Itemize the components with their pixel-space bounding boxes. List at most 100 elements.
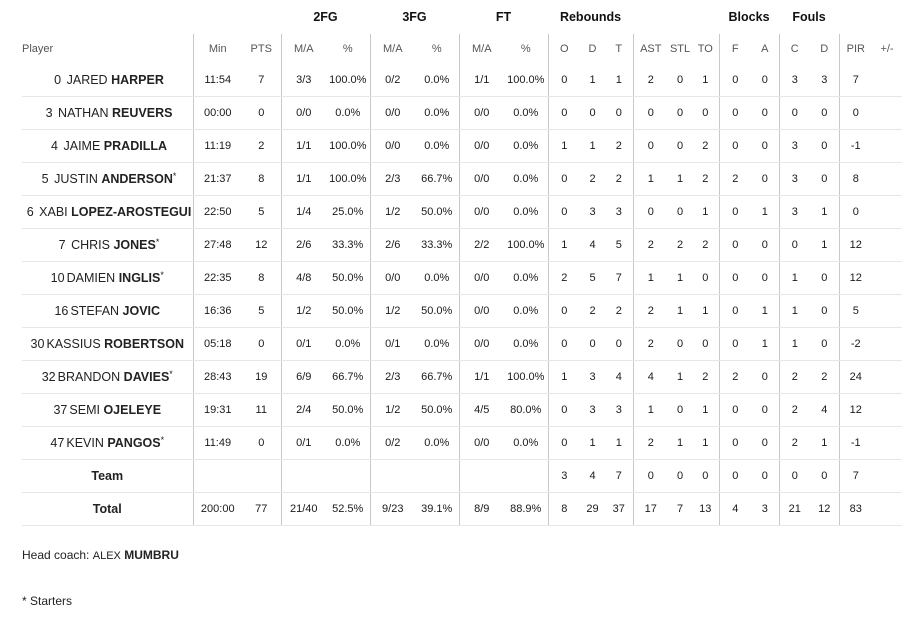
stat-blk-a: 0 [751, 162, 780, 196]
column-header-foul-d[interactable]: D [820, 43, 829, 55]
starters-note: * Starters [22, 594, 73, 608]
stat-ft-pct: 100.0% [504, 228, 548, 262]
stat-fg2-pct: 66.7% [326, 360, 370, 394]
column-header-reb-t[interactable]: T [615, 43, 623, 55]
stat-ast: 4 [632, 360, 669, 394]
stat-stl: 1 [668, 426, 693, 460]
player-name-cell[interactable]: 10 DAMIEN INGLIS* [22, 261, 193, 295]
stat-reb-t: 7 [605, 459, 634, 493]
stat-pm [872, 492, 903, 526]
column-header-reb-o[interactable]: O [547, 34, 580, 64]
stat-reb-o: 8 [547, 492, 580, 526]
stat-min: 05:18 [192, 327, 242, 361]
column-header-3fg-ma[interactable]: M/A [369, 34, 415, 64]
stat-to: 0 [692, 261, 720, 295]
stat-fg2-ma: 1/4 [280, 195, 326, 229]
stat-blk-a: 0 [751, 261, 780, 295]
player-last-name: DAVIES [123, 370, 170, 384]
stat-blk-f: 0 [718, 327, 752, 361]
player-name-cell[interactable]: 5 JUSTIN ANDERSON* [22, 162, 193, 196]
column-header-stl[interactable]: STL [669, 43, 691, 55]
stat-fg3-ma: 9/23 [369, 492, 415, 526]
stat-fg2-pct: 50.0% [326, 294, 370, 328]
stat-min: 11:54 [192, 64, 242, 97]
player-last-name: LOPEZ-AROSTEGUI [71, 205, 192, 219]
stat-pm [872, 162, 903, 196]
player-name-cell[interactable]: 37 SEMI OJELEYE [22, 393, 193, 427]
player-row: 16 STEFAN JOVIC 16:36 5 1/2 50.0% 1/2 50.0% 0/0 0… [22, 294, 903, 328]
player-name-cell[interactable]: 0 JARED HARPER [22, 64, 193, 97]
column-header-pir[interactable]: PIR [838, 34, 873, 64]
stat-ft-pct: 0.0% [504, 96, 548, 130]
column-header-blk-f[interactable]: F [718, 34, 752, 64]
player-name-cell[interactable]: 16 STEFAN JOVIC [22, 294, 193, 328]
stat-foul-c: 2 [778, 360, 811, 394]
player-name-cell[interactable]: 32 BRANDON DAVIES* [22, 360, 193, 394]
stat-min: 22:50 [192, 195, 242, 229]
player-name-cell[interactable]: 4 JAIME PRADILLA [22, 129, 193, 163]
stat-fg3-ma: 2/3 [369, 360, 415, 394]
player-row: 4 JAIME PRADILLA 11:19 2 1/1 100.0% 0/0 0.0% 0/0… [22, 129, 903, 163]
group-header-blank [22, 0, 193, 34]
stat-reb-d: 1 [580, 426, 605, 460]
column-header-blk-a[interactable]: A [761, 43, 769, 55]
stat-ft-ma: 4/5 [458, 393, 504, 427]
stat-fg2-ma: 6/9 [280, 360, 326, 394]
stat-ft-ma: 1/1 [458, 64, 504, 97]
stat-pm [872, 228, 903, 262]
column-header-2fg-pct[interactable]: % [342, 43, 353, 55]
player-name-cell[interactable]: 3 NATHAN REUVERS [22, 96, 193, 130]
column-header-foul-c[interactable]: C [778, 34, 811, 64]
stat-stl: 0 [668, 393, 693, 427]
column-header-min[interactable]: Min [192, 34, 242, 64]
column-header-row: Player Min PTS M/A % M/A % M/A % O D T A… [22, 34, 902, 64]
stat-reb-o: 0 [547, 426, 580, 460]
stat-fg3-pct: 66.7% [415, 162, 459, 196]
stat-ft-pct: 88.9% [504, 492, 548, 526]
stat-ast: 1 [632, 162, 669, 196]
stat-to: 2 [692, 129, 720, 163]
stat-fg2-pct [326, 459, 370, 493]
stat-ft-pct: 80.0% [504, 393, 548, 427]
player-first-name: JAIME [63, 139, 101, 153]
player-last-name: ROBERTSON [104, 337, 185, 351]
stat-reb-d: 0 [580, 327, 605, 361]
player-name-cell[interactable]: 47 KEVIN PANGOS* [22, 426, 193, 460]
player-number: 37 [53, 403, 68, 417]
column-header-ft-pct[interactable]: % [520, 43, 531, 55]
column-header-to[interactable]: TO [697, 43, 713, 55]
column-header-3fg-pct[interactable]: % [431, 43, 442, 55]
stat-pir: -2 [838, 327, 873, 361]
column-header-ast[interactable]: AST [632, 34, 669, 64]
column-header-2fg-ma[interactable]: M/A [280, 34, 326, 64]
column-header-plusminus[interactable]: +/- [880, 43, 894, 55]
player-name-cell[interactable]: 30 KASSIUS ROBERTSON [22, 327, 193, 361]
player-row: 37 SEMI OJELEYE 19:31 11 2/4 50.0% 1/2 50.0% 4/5… [22, 393, 903, 427]
player-name-cell[interactable]: 7 CHRIS JONES* [22, 228, 193, 262]
stat-ft-pct: 0.0% [504, 261, 548, 295]
player-number: 10 [50, 271, 65, 285]
player-name-cell[interactable]: 6 XABI LOPEZ-AROSTEGUI [22, 195, 193, 229]
stat-fg2-ma [280, 459, 326, 493]
stat-stl: 1 [668, 294, 693, 328]
column-header-player[interactable]: Player [22, 43, 54, 55]
stat-fg2-pct: 100.0% [326, 64, 370, 97]
stat-ft-ma: 8/9 [458, 492, 504, 526]
player-first-name: STEFAN [70, 304, 120, 318]
column-header-ft-ma[interactable]: M/A [458, 34, 504, 64]
stat-fg3-pct: 0.0% [415, 426, 459, 460]
stat-reb-o: 0 [547, 64, 580, 97]
stat-blk-f: 0 [718, 228, 752, 262]
stat-fg2-pct: 0.0% [326, 96, 370, 130]
stat-stl: 0 [668, 64, 693, 97]
player-number: 4 [51, 139, 58, 153]
stat-fg2-pct: 52.5% [326, 492, 370, 526]
column-header-reb-d[interactable]: D [588, 43, 597, 55]
stat-pm [872, 426, 903, 460]
stat-to: 1 [692, 393, 720, 427]
stat-fg3-pct: 50.0% [415, 195, 459, 229]
stat-reb-d: 4 [580, 228, 605, 262]
column-header-pts[interactable]: PTS [250, 43, 272, 55]
stat-to: 1 [692, 426, 720, 460]
stat-pir: 12 [838, 261, 873, 295]
